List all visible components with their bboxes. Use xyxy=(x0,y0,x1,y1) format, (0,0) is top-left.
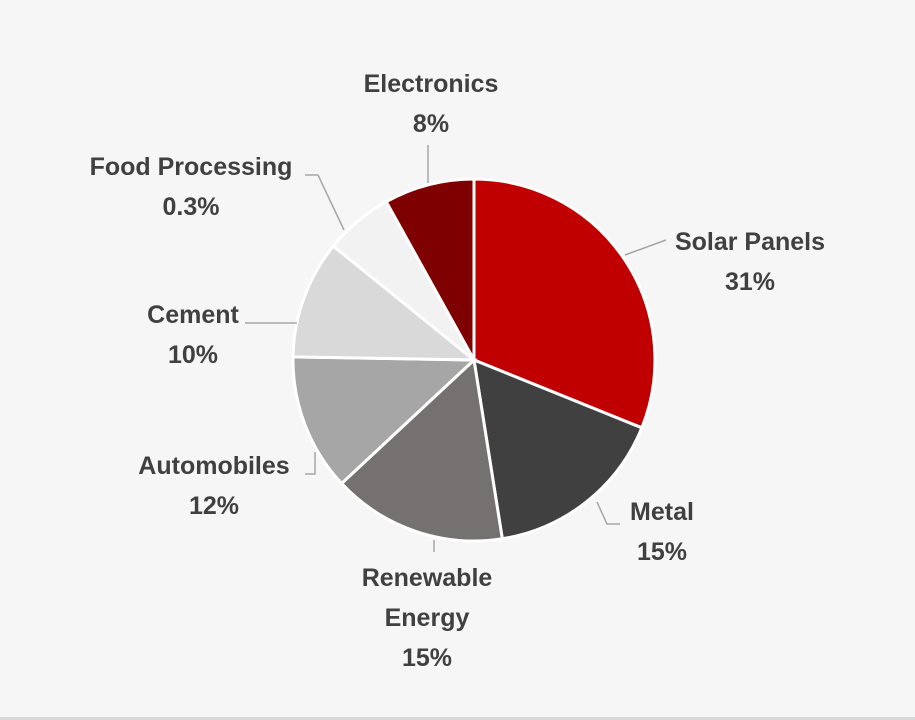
data-label-category: Energy xyxy=(385,604,470,632)
pie-slice-renewable-energy xyxy=(339,356,505,543)
data-label-category: Automobiles xyxy=(138,452,289,480)
data-label-category: Solar Panels xyxy=(675,228,825,256)
data-label-value: 15% xyxy=(402,644,452,672)
pie-slice-electronics xyxy=(384,177,476,366)
data-label-value: 12% xyxy=(189,492,239,520)
data-label-value: 31% xyxy=(725,268,775,296)
data-label-category: Renewable xyxy=(362,564,493,592)
data-label-value: 8% xyxy=(413,110,449,138)
pie-slice-metal xyxy=(472,357,644,541)
bottom-border xyxy=(0,717,915,720)
data-label-category: Food Processing xyxy=(90,153,293,181)
leader-line xyxy=(305,174,345,231)
data-label: Renewable Energy 15% xyxy=(362,564,493,672)
data-label-category: Metal xyxy=(630,498,694,526)
pie-slice-solar-panels xyxy=(472,177,657,430)
data-label: Automobiles 12% xyxy=(138,452,289,520)
leader-line xyxy=(624,239,667,256)
data-label: Cement 10% xyxy=(147,301,239,369)
data-labels: Solar Panels 31% Metal 15% Renewable Energy 15… xyxy=(90,70,825,672)
data-label: Electronics 8% xyxy=(364,70,499,138)
data-label: Solar Panels 31% xyxy=(675,228,825,296)
leader-line xyxy=(305,452,316,475)
data-label: Metal 15% xyxy=(630,498,694,566)
pie-slice-automobiles xyxy=(291,355,478,486)
leader-lines xyxy=(245,145,667,552)
leader-line xyxy=(596,501,620,525)
data-label-value: 10% xyxy=(168,341,218,369)
data-label-category: Cement xyxy=(147,301,239,329)
data-label-value: 15% xyxy=(637,538,687,566)
data-label-category: Electronics xyxy=(364,70,499,98)
data-label: Food Processing 0.3% xyxy=(90,153,293,221)
pie-slice-cement xyxy=(291,243,479,362)
pie-slices xyxy=(291,177,657,543)
data-label-value: 0.3% xyxy=(163,193,220,221)
